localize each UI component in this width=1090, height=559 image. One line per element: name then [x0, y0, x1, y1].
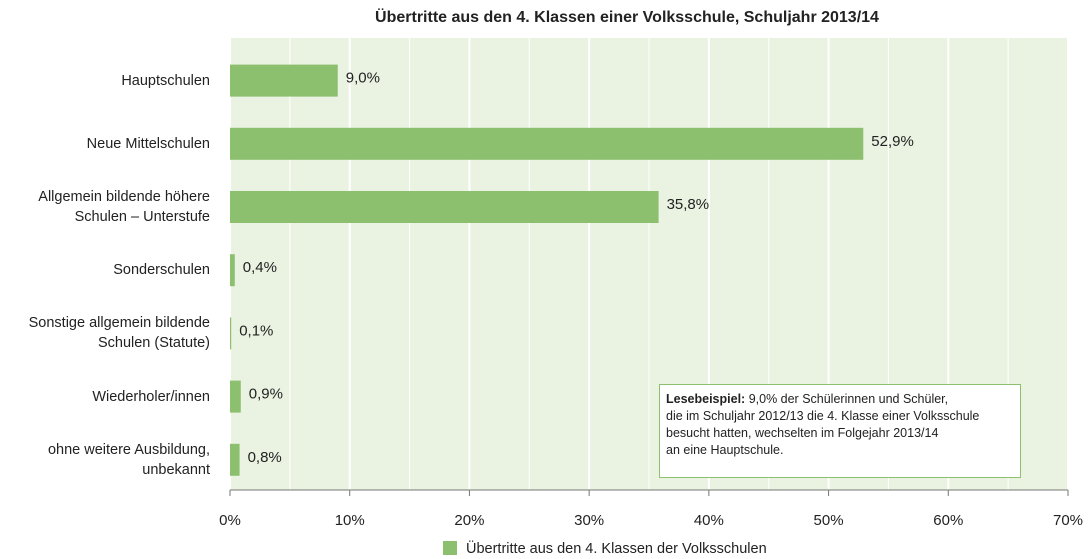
x-tick-label: 10%	[335, 512, 365, 529]
x-tick-label: 40%	[694, 512, 724, 529]
value-label: 0,9%	[249, 386, 283, 403]
annotation-text: 9,0% der Schülerinnen und Schüler, die i…	[666, 392, 980, 457]
value-label: 9,0%	[346, 70, 380, 87]
value-label: 0,4%	[243, 259, 277, 276]
chart-title: Übertritte aus den 4. Klassen einer Volk…	[375, 7, 879, 26]
x-tick-label: 0%	[219, 512, 241, 529]
x-tick-label: 30%	[574, 512, 604, 529]
annotation-label: Lesebeispiel:	[666, 392, 746, 406]
bar	[230, 64, 338, 97]
y-tick-label: Wiederholer/innen	[92, 388, 210, 405]
annotation: Lesebeispiel: 9,0% der Schülerinnen und …	[659, 384, 1021, 478]
value-label: 0,8%	[248, 449, 282, 466]
bar	[230, 317, 232, 350]
legend-label: Übertritte aus den 4. Klassen der Volkss…	[466, 539, 767, 557]
y-tick-label: Sonstige allgemein bildende Schulen (Sta…	[28, 315, 210, 352]
bar	[230, 254, 235, 287]
y-tick-label: Sonderschulen	[113, 262, 210, 279]
value-label: 52,9%	[871, 133, 914, 150]
x-tick-label: 20%	[454, 512, 484, 529]
x-tick-label: 60%	[933, 512, 963, 529]
bar	[230, 191, 659, 223]
legend-swatch	[443, 541, 457, 555]
value-label: 0,1%	[239, 322, 273, 339]
x-tick-label: 50%	[814, 512, 844, 529]
bar	[230, 380, 241, 413]
y-tick-label: Neue Mittelschulen	[86, 135, 210, 152]
x-tick-label: 70%	[1053, 512, 1083, 529]
bar	[230, 127, 864, 160]
y-tick-label: ohne weitere Ausbildung, unbekannt	[47, 441, 210, 478]
y-tick-label: Hauptschulen	[121, 72, 210, 89]
y-tick-label: Allgemein bildende höhere Schulen – Unte…	[38, 189, 210, 225]
bar	[230, 443, 240, 476]
value-label: 35,8%	[667, 196, 710, 213]
